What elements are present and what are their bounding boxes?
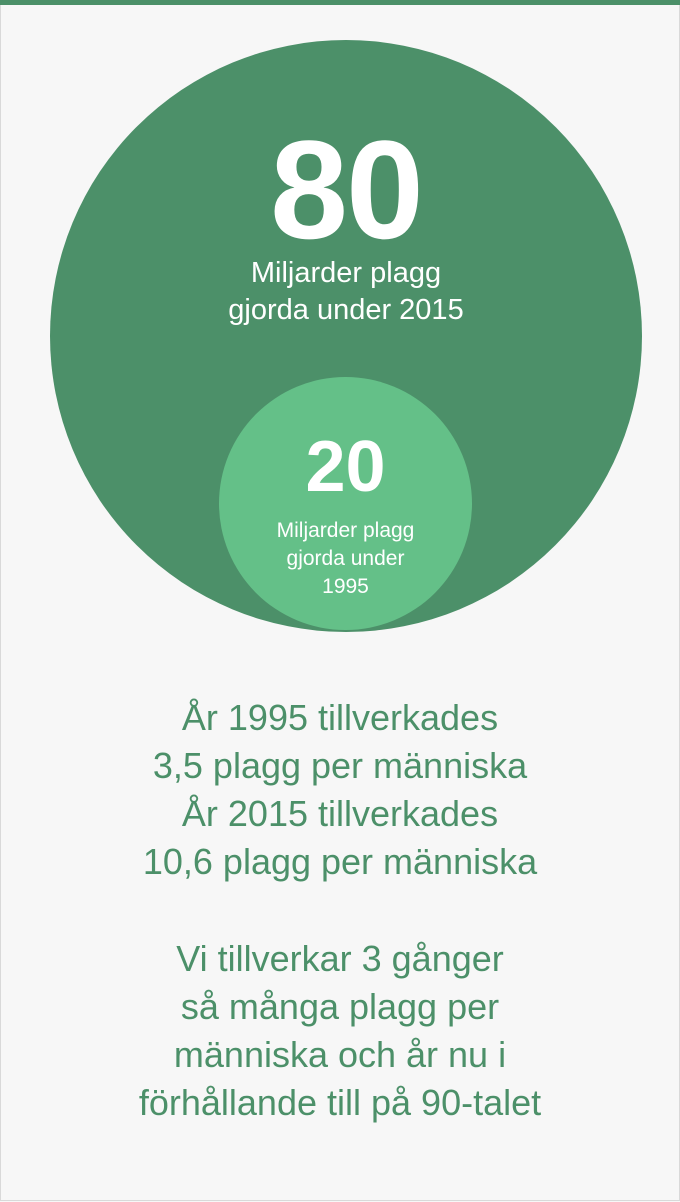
- fact-line: 3,5 plagg per människa: [152, 745, 528, 786]
- big-circle-number: 80: [270, 111, 424, 268]
- facts-text: År 1995 tillverkades 3,5 plagg per männi…: [0, 694, 680, 886]
- small-circle-number: 20: [305, 427, 386, 507]
- small-circle-label-line: 1995: [322, 575, 369, 598]
- summary-line: människa och år nu i: [173, 1034, 507, 1075]
- top-accent-bar: [0, 0, 680, 5]
- summary-line: förhållande till på 90-talet: [138, 1082, 542, 1123]
- fact-line: År 1995 tillverkades: [181, 697, 499, 738]
- fact-line: 10,6 plagg per människa: [142, 841, 538, 882]
- small-circle-label-line: gjorda under: [286, 547, 405, 570]
- small-circle-label: Miljarder plagg gjorda under 1995: [219, 517, 472, 601]
- summary-line: så många plagg per: [180, 986, 500, 1027]
- big-circle-label: Miljarder plagg gjorda under 2015: [0, 255, 680, 329]
- summary-text: Vi tillverkar 3 gånger så många plagg pe…: [0, 935, 680, 1127]
- small-circle-label-line: Miljarder plagg: [276, 519, 415, 542]
- big-circle-label-line: gjorda under 2015: [228, 294, 464, 326]
- big-circle-label-line: Miljarder plagg: [250, 257, 442, 289]
- summary-line: Vi tillverkar 3 gånger: [176, 938, 504, 979]
- fact-line: År 2015 tillverkades: [181, 793, 499, 834]
- small-circle-1995: [219, 377, 472, 630]
